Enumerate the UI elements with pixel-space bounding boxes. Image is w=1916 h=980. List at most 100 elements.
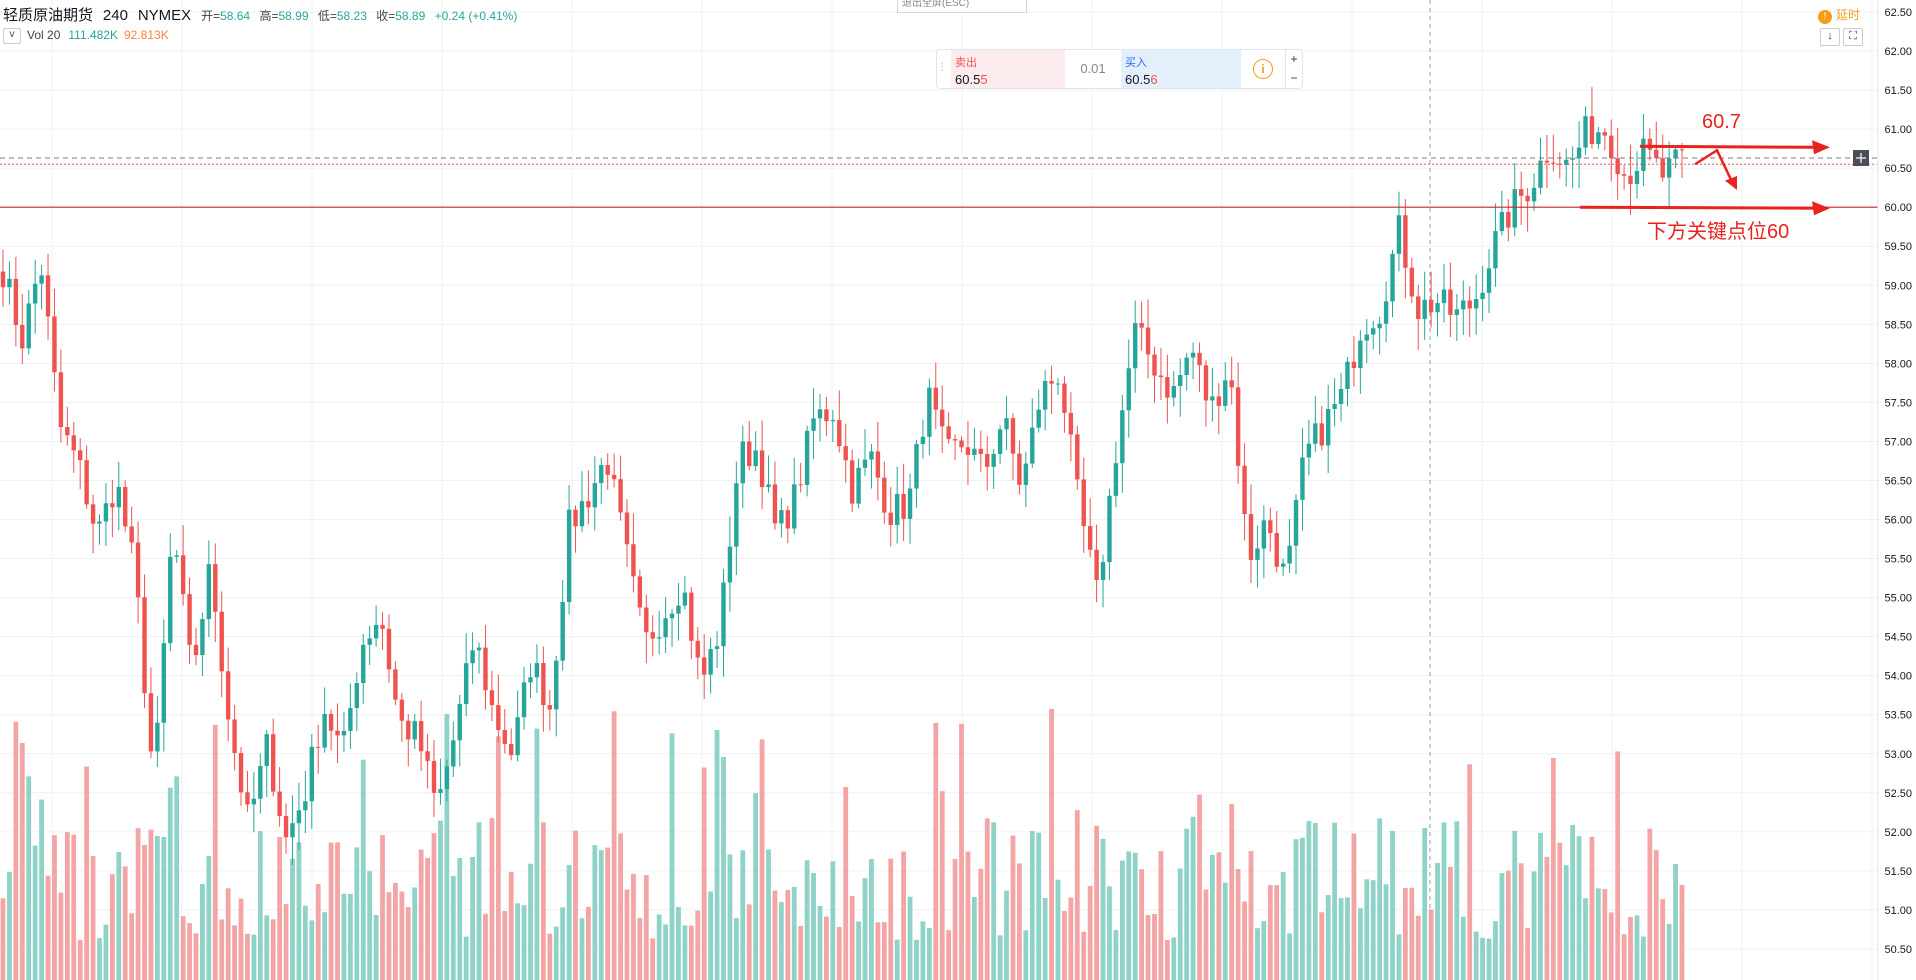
y-tick-label: 52.50: [1884, 788, 1912, 800]
buy-button[interactable]: 买入 60.56: [1121, 50, 1241, 88]
volume-bar: [1255, 928, 1260, 980]
candle-body: [496, 705, 501, 730]
y-tick-label: 52.00: [1884, 827, 1912, 839]
volume-bar: [1248, 851, 1254, 980]
y-tick-label: 61.00: [1884, 124, 1912, 136]
candle-body: [476, 647, 482, 651]
candle-body: [470, 650, 475, 664]
y-tick-label: 55.00: [1884, 593, 1912, 605]
candle-body: [579, 501, 585, 527]
fullscreen-button[interactable]: ⛶: [1843, 28, 1863, 46]
volume-bar: [888, 858, 894, 980]
volume-bar: [7, 871, 12, 980]
volume-bar: [1074, 810, 1080, 980]
volume-bar: [97, 938, 102, 980]
candle-body: [135, 542, 141, 598]
volume-bar: [1017, 863, 1022, 980]
annotation-arrows: [1579, 140, 1830, 216]
candle-body: [1467, 300, 1472, 309]
volume-bar: [688, 925, 694, 980]
y-tick-label: 56.00: [1884, 515, 1912, 527]
volume-bar: [425, 857, 430, 980]
volume-bar: [1293, 839, 1299, 980]
low-label: 低=: [317, 9, 337, 23]
download-button[interactable]: ↓: [1820, 28, 1840, 46]
candle-body: [985, 453, 990, 467]
candle-body: [1364, 334, 1369, 341]
drag-handle-icon[interactable]: ⋮⋮: [937, 62, 957, 73]
volume-bar: [367, 871, 373, 980]
candle-body: [1268, 520, 1273, 534]
volume-bar: [1100, 838, 1106, 980]
volume-bar: [1583, 898, 1588, 980]
candle-body: [888, 512, 893, 525]
volume-bar: [772, 890, 778, 980]
volume-bar: [193, 933, 199, 980]
volume-bar: [354, 847, 360, 980]
volume-bar: [167, 787, 173, 980]
volume-bar: [161, 837, 167, 980]
volume-bar: [1653, 850, 1659, 980]
minus-button[interactable]: −: [1290, 71, 1298, 85]
volume-bar: [1325, 895, 1331, 980]
volume-bar: [399, 891, 405, 980]
candle-body: [837, 420, 842, 447]
exit-fullscreen-button[interactable]: 退出全屏(ESC): [897, 0, 1027, 13]
candle-body: [71, 435, 76, 451]
candle-body: [1499, 211, 1505, 232]
volume-bar: [328, 842, 334, 980]
volume-bar: [277, 837, 283, 980]
volume-bar: [1203, 889, 1209, 980]
y-tick-label: 51.50: [1884, 866, 1912, 878]
candle-body: [341, 730, 347, 736]
volume-bar: [431, 833, 437, 980]
plus-button[interactable]: +: [1290, 52, 1298, 66]
chevron-down-icon[interactable]: v: [3, 28, 21, 44]
candle-body: [296, 810, 302, 824]
volume-bar: [920, 921, 926, 980]
high-label: 高=: [259, 9, 279, 23]
volume-bar: [1274, 885, 1280, 980]
candle-body: [399, 699, 405, 721]
volume-bar: [1229, 804, 1235, 980]
volume-bar: [206, 855, 212, 980]
candle-body: [129, 526, 134, 543]
candle-body: [1248, 514, 1254, 560]
low-value: 58.23: [336, 9, 367, 23]
sell-button[interactable]: 卖出 60.55: [951, 50, 1065, 88]
candle-body: [97, 521, 102, 524]
candle-body: [1203, 365, 1209, 401]
candle-body: [1313, 423, 1318, 444]
candle-body: [637, 576, 643, 608]
candle-body: [1628, 175, 1633, 184]
candle-body: [1551, 162, 1556, 164]
candle-body: [560, 602, 565, 661]
delay-label: 延时: [1836, 8, 1861, 22]
sell-label: 卖出: [955, 57, 977, 69]
volume-bar: [778, 902, 784, 980]
candle-body: [438, 789, 443, 793]
candle-body: [1409, 267, 1415, 297]
volume-bar: [1493, 921, 1498, 980]
volume-bar: [508, 871, 514, 980]
candle-body: [361, 644, 366, 684]
volume-bar: [502, 910, 508, 980]
volume-bar: [843, 786, 849, 980]
quantity-stepper[interactable]: + −: [1285, 50, 1302, 88]
candle-body: [45, 275, 51, 317]
candle-body: [1454, 309, 1460, 315]
candle-body: [116, 486, 121, 508]
fullscreen-icon: ⛶: [1849, 30, 1857, 42]
volume-bar: [547, 933, 553, 980]
volume-bar: [412, 887, 418, 980]
candle-body: [920, 436, 926, 445]
volume-bar: [444, 713, 450, 980]
candle-body: [1461, 300, 1466, 310]
candle-body: [483, 647, 488, 691]
volume-bar: [1055, 879, 1061, 980]
info-button[interactable]: i: [1241, 50, 1285, 88]
candle-body: [766, 484, 771, 488]
candle-body: [148, 693, 154, 752]
volume-bar: [849, 896, 855, 980]
